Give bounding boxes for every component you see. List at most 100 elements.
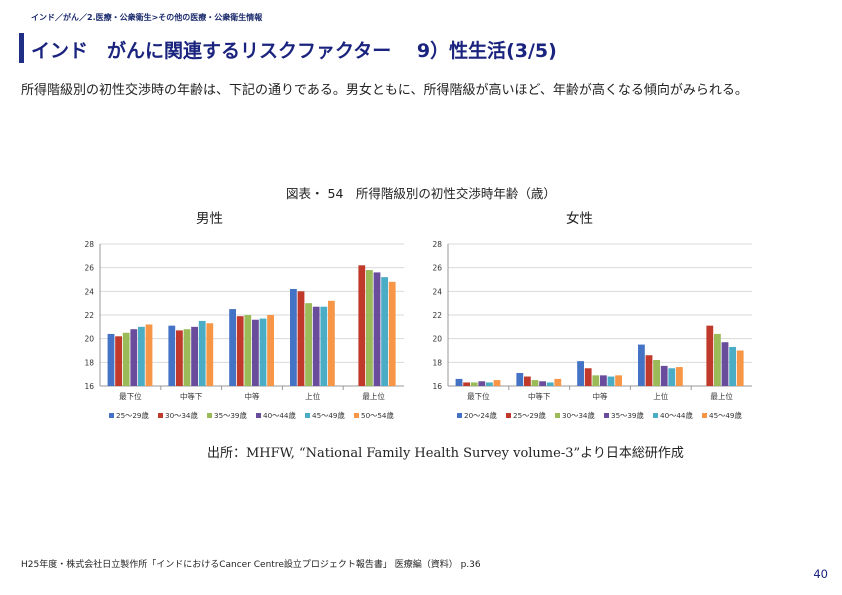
female-ytick-label: 20 [432,335,442,344]
female-bar [539,381,546,386]
male-bar [168,325,176,386]
male-ytick-label: 18 [84,358,94,367]
male-bar [381,277,388,386]
male-legend-swatch [109,413,114,418]
female-category-label: 中等下 [528,391,551,401]
female-bar [486,382,493,386]
male-bar [130,329,138,386]
male-category-label: 上位 [305,391,320,401]
male-legend-swatch [354,413,359,418]
female-bar [645,355,653,386]
female-legend-swatch [457,413,462,418]
female-legend-swatch [702,413,707,418]
female-category-label: 最上位 [710,391,733,401]
male-ytick-label: 24 [84,287,94,296]
male-bar [229,309,236,386]
female-ytick-label: 26 [432,264,442,273]
female-legend-label: 20～24歳 [464,411,497,420]
female-category-label: 上位 [653,391,668,401]
male-category-label: 中等下 [180,391,203,401]
female-bar [736,350,744,386]
female-legend-swatch [604,413,609,418]
male-bar [358,265,366,386]
male-bar [388,281,396,386]
page-title: インド がんに関連するリスクファクター 9）性生活(3/5) [31,40,557,62]
source-note: 出所：MHFW, “National Family Health Survey … [207,446,684,461]
female-bar [729,346,736,386]
female-legend-swatch [653,413,658,418]
female-ytick-label: 24 [432,287,442,296]
male-legend-label: 45～49歳 [312,411,345,420]
male-legend-label: 25～29歳 [116,411,149,420]
male-category-label: 最上位 [362,391,385,401]
chart-female: 16 18 20 22 24 26 28 最下位 中等下 中等 上位 最上位 20～24歳 25～29歳 3… [432,240,752,420]
female-bar [577,361,584,386]
female-legend-label: 35～39歳 [611,411,644,420]
female-legend-label: 40～44歳 [660,411,693,420]
male-bar [252,319,259,386]
female-bar [584,368,592,386]
female-bar [615,375,622,386]
male-ytick-label: 22 [84,311,94,320]
female-bar [600,375,607,386]
female-category-label: 最下位 [467,391,490,401]
male-bar [312,306,320,386]
male-legend-label: 35～39歳 [214,411,247,420]
female-bar [478,381,486,386]
male-ytick-label: 28 [84,240,94,249]
chart-male: 16 18 20 22 24 26 28 最下位 中等下 中等 上位 最上位 25～29歳 30～34歳 3… [84,240,404,420]
male-bar [373,272,381,386]
male-bar [366,270,373,386]
male-legend-label: 50～54歳 [361,411,394,420]
female-ytick-label: 22 [432,311,442,320]
female-bar [668,368,676,386]
male-legend-swatch [207,413,212,418]
male-bar [236,316,244,386]
female-legend-label: 25～29歳 [513,411,546,420]
male-bar [320,306,328,386]
male-bar [259,318,267,386]
female-bar [493,380,501,386]
male-bar [122,332,130,386]
lead-paragraph: 所得階級別の初性交渉時の年齢は、下記の通りである。男女ともに、所得階級が高いほど… [21,83,748,98]
female-bar [531,380,539,386]
chart-title-male: 男性 [196,211,223,227]
female-ytick-label: 18 [432,358,442,367]
title-accent-bar [19,33,24,63]
male-bar [176,330,183,386]
male-bar [267,315,274,386]
male-bar [297,291,305,386]
female-category-label: 中等 [593,391,608,401]
female-legend-label: 45～49歳 [709,411,742,420]
male-bar [145,324,153,386]
female-bar [516,372,524,386]
male-bar [290,288,297,386]
female-legend-swatch [506,413,511,418]
female-bar [554,378,562,386]
male-bar [183,329,191,386]
male-category-label: 中等 [245,391,260,401]
male-bar [244,315,252,386]
female-bar [721,342,729,386]
female-ytick-label: 28 [432,240,442,249]
male-legend-swatch [256,413,261,418]
female-ytick-label: 16 [432,382,442,391]
male-ytick-label: 16 [84,382,94,391]
male-legend-swatch [305,413,310,418]
footer-citation: H25年度・株式会社日立製作所「インドにおけるCancer Centre設立プロ… [21,560,481,570]
male-bar [115,336,122,386]
female-bar [607,376,615,386]
female-bar [546,382,554,386]
female-bar [714,333,721,386]
male-legend-label: 30～34歳 [165,411,198,420]
figure-title: 図表・ 54 所得階級別の初性交渉時年齢（歳） [286,186,556,201]
male-bar [206,323,214,386]
breadcrumb: インド／がん／2.医療・公衆衛生>その他の医療・公衆衛生情報 [31,13,263,22]
female-bar [660,365,668,386]
female-bar [524,376,531,386]
female-bar [463,382,470,386]
male-bar [305,303,312,386]
page-number: 40 [813,567,828,581]
male-bar [328,300,335,386]
female-bar [706,325,714,386]
